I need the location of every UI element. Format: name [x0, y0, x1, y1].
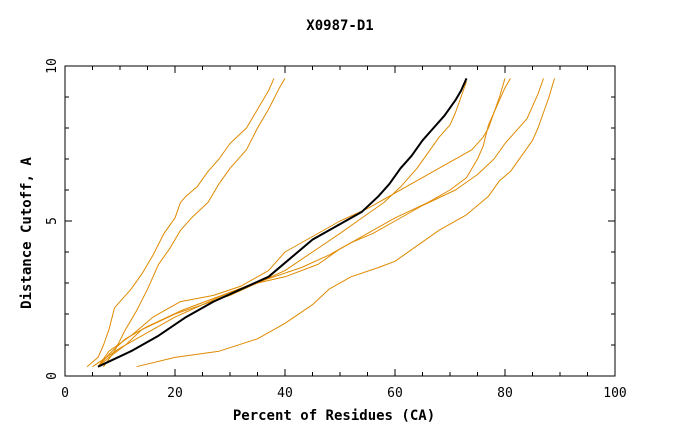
y-tick-label: 5 — [45, 217, 60, 225]
series-line-model-6 — [97, 78, 506, 368]
series-line-model-1 — [86, 78, 275, 368]
axis-tick-labels: 0 20 40 60 80 100 0 5 10 — [45, 58, 627, 401]
x-tick-label: 100 — [603, 386, 626, 401]
x-tick-label: 80 — [497, 386, 513, 401]
x-tick-label: 40 — [277, 386, 293, 401]
series-line-model-4 — [97, 78, 544, 368]
series-layer — [86, 77, 555, 368]
series-line-model-2 — [103, 78, 286, 367]
x-tick-label: 60 — [387, 386, 403, 401]
series-line-model-7 — [92, 81, 467, 368]
y-tick-label: 10 — [45, 58, 60, 74]
x-tick-label: 20 — [167, 386, 183, 401]
series-line-model-5 — [97, 78, 511, 367]
x-tick-label: 0 — [61, 386, 69, 401]
x-axis-label: Percent of Residues (CA) — [233, 408, 435, 424]
series-line-model-3 — [136, 78, 555, 368]
y-axis-label: Distance Cutoff, A — [19, 157, 35, 309]
series-line-model-8 — [97, 77, 468, 368]
y-tick-label: 0 — [45, 372, 60, 380]
chart-title: X0987-D1 — [306, 18, 373, 34]
axis-ticks — [64, 65, 616, 377]
